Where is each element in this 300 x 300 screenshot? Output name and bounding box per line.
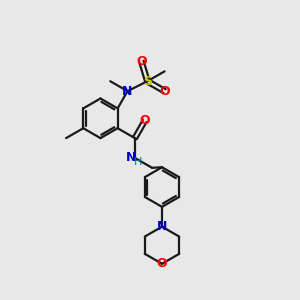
Text: N: N xyxy=(122,85,133,98)
Text: O: O xyxy=(159,85,170,98)
Text: O: O xyxy=(157,257,167,270)
Text: N: N xyxy=(157,220,167,233)
Text: O: O xyxy=(136,55,147,68)
Text: O: O xyxy=(140,114,150,128)
Text: N: N xyxy=(126,152,136,164)
Text: H: H xyxy=(134,157,142,167)
Text: S: S xyxy=(143,75,152,88)
